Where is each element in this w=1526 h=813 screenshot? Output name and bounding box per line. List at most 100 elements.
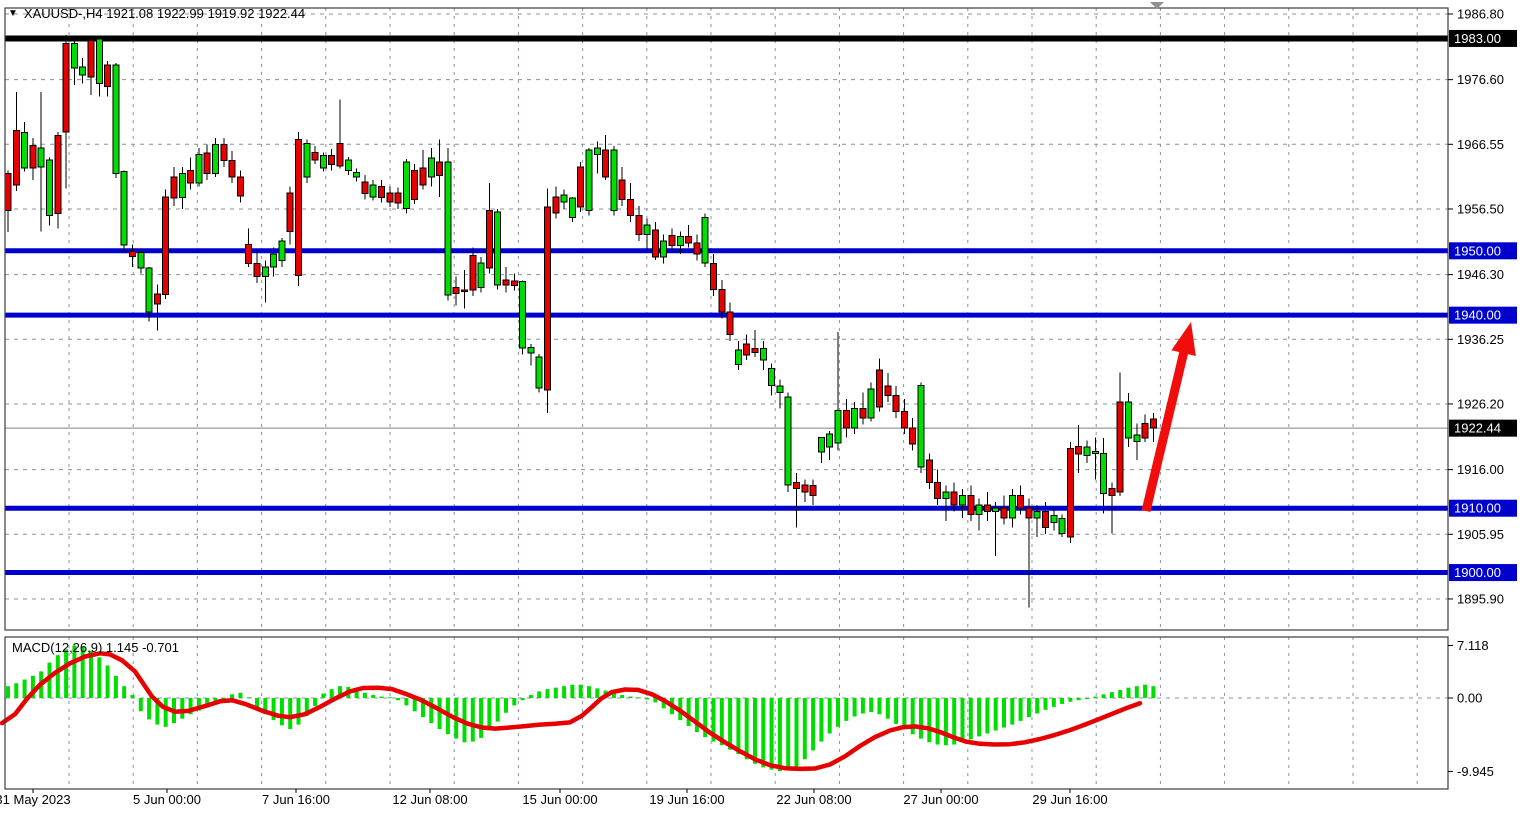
time-axis-label: 15 Jun 00:00: [522, 792, 597, 807]
candle: [909, 418, 917, 451]
candle: [959, 488, 966, 518]
candle: [983, 492, 991, 522]
candle: [502, 266, 510, 293]
candle: [419, 149, 427, 190]
candle: [934, 469, 942, 505]
price-level-badge: 1910.00: [1449, 499, 1517, 517]
macd-axis-label: 0.00: [1457, 691, 1482, 706]
candle: [386, 186, 394, 208]
candle: [353, 168, 361, 182]
candle: [228, 151, 236, 184]
candle: [153, 284, 161, 331]
candle: [643, 218, 651, 251]
candle: [411, 163, 419, 204]
svg-text:1922.44: 1922.44: [1454, 421, 1501, 436]
price-axis-label: 1976.60: [1457, 72, 1504, 87]
candle: [593, 141, 601, 174]
macd-axis: 7.118 0.00 -9.945: [1448, 638, 1494, 779]
candle: [950, 482, 958, 512]
candle: [461, 270, 468, 309]
price-axis-label: 1986.80: [1457, 7, 1504, 22]
price-axis-label: 1905.95: [1457, 527, 1504, 542]
candle: [1008, 488, 1016, 528]
candle: [162, 189, 170, 300]
candle: [311, 145, 319, 164]
time-axis-label: 31 May 2023: [0, 792, 71, 807]
candle: [295, 131, 302, 287]
svg-text:1900.00: 1900.00: [1454, 565, 1501, 580]
candle: [1100, 438, 1108, 514]
price-axis-label: 1895.90: [1457, 591, 1504, 606]
candle: [734, 340, 742, 370]
candle: [892, 385, 900, 419]
candle: [1125, 393, 1132, 448]
candle: [79, 57, 87, 84]
price-level-badge: 1940.00: [1449, 306, 1517, 324]
candle: [369, 180, 377, 201]
price-level-badge: 1950.00: [1449, 242, 1517, 260]
candle: [627, 183, 634, 222]
candle: [70, 41, 78, 85]
candle: [1141, 414, 1149, 442]
candle: [552, 186, 560, 219]
symbol-quote-line: XAUUSD-,H4 1921.08 1922.99 1919.92 1922.…: [23, 6, 306, 21]
time-axis-label: 19 Jun 16:00: [649, 792, 724, 807]
candle: [685, 225, 693, 248]
macd-axis-label: 7.118: [1457, 638, 1489, 653]
candle: [942, 485, 950, 522]
candle: [270, 247, 278, 277]
candle: [743, 334, 751, 361]
chart-shift-icon[interactable]: [1150, 2, 1164, 9]
candle: [46, 157, 53, 226]
candle: [510, 273, 518, 291]
candle: [602, 134, 610, 181]
time-axis-label: 7 Jun 16:00: [262, 792, 330, 807]
candle: [975, 498, 983, 531]
time-axis-label: 22 Jun 08:00: [776, 792, 851, 807]
price-axis-label: 1926.20: [1457, 396, 1504, 411]
candle: [560, 189, 568, 209]
macd-axis-label: -9.945: [1457, 764, 1494, 779]
grid-layer: [5, 8, 1448, 789]
candle: [784, 392, 792, 493]
candle: [485, 183, 493, 274]
candle: [1017, 485, 1025, 515]
candle: [278, 237, 286, 267]
price-axis-label: 1966.55: [1457, 137, 1504, 152]
candle: [1075, 425, 1083, 473]
candle: [1116, 372, 1124, 496]
candle: [1083, 440, 1091, 464]
svg-text:1940.00: 1940.00: [1454, 308, 1501, 323]
time-axis-label: 29 Jun 16:00: [1032, 792, 1107, 807]
macd-pane-border: [4, 636, 1449, 790]
candle: [651, 221, 659, 260]
candle: [1033, 504, 1041, 538]
candle: [220, 138, 228, 168]
candle: [751, 329, 759, 357]
candle: [21, 122, 29, 172]
candle: [137, 248, 145, 274]
candle: [668, 228, 676, 251]
price-axis-label: 1936.25: [1457, 332, 1504, 347]
price-axis-label: 1956.50: [1457, 201, 1504, 216]
candle: [851, 402, 859, 435]
symbol-dropdown-icon[interactable]: ▼: [8, 7, 18, 19]
candle: [328, 149, 336, 171]
candle: [170, 167, 178, 206]
candle: [867, 382, 875, 422]
candle: [378, 180, 385, 203]
candle: [444, 147, 452, 301]
candle: [992, 501, 1000, 556]
candle: [768, 363, 776, 396]
candle: [817, 436, 825, 464]
candle: [104, 60, 112, 97]
candle: [95, 37, 103, 97]
candle: [1050, 508, 1058, 531]
trend-arrow[interactable]: [1141, 322, 1196, 513]
candle: [519, 280, 527, 355]
main-pane-border: [4, 7, 1449, 631]
candle: [577, 162, 585, 213]
